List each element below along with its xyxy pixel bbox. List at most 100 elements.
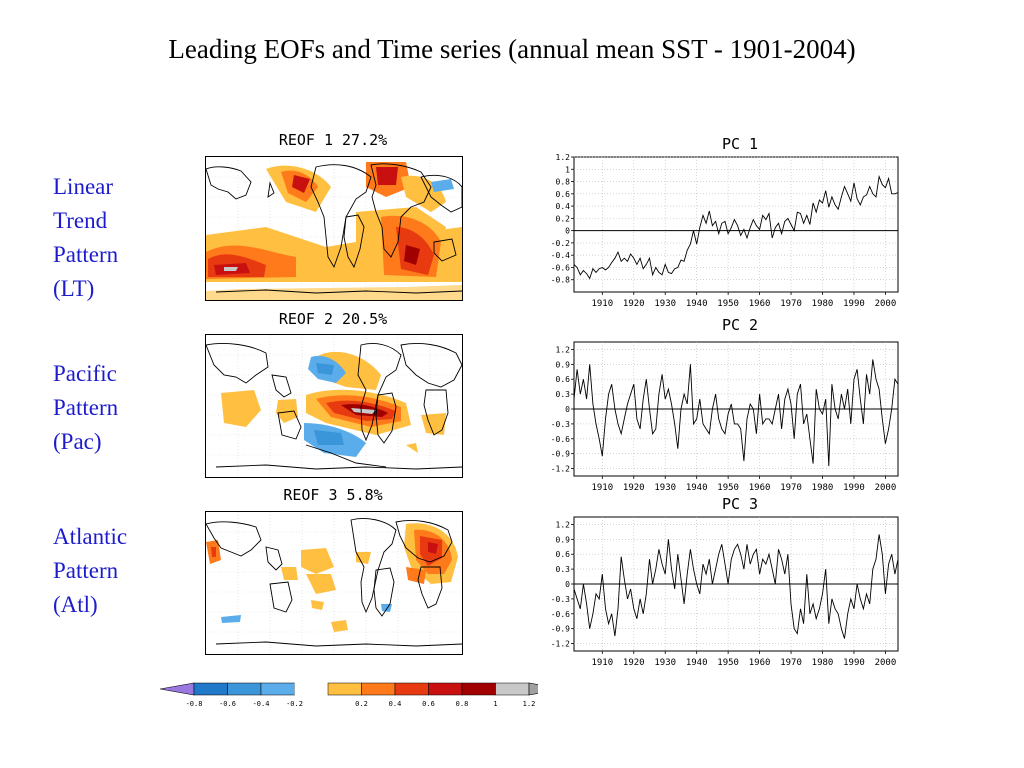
- pc-series-line: [573, 534, 899, 639]
- row-label-line: (Pac): [53, 429, 102, 454]
- map-title-reof1: REOF 1 27.2%: [278, 131, 388, 149]
- tick-label-x: 2000: [875, 658, 897, 668]
- colorbar-segment: [294, 683, 328, 695]
- tick-label-y: -0.4: [551, 251, 570, 260]
- pc-chart-2: 1.2 0.9 0.6 0.3 0 -0.3 -0.6 -0.9 -1.2 1910 1920 193…: [540, 336, 908, 496]
- colorbar-label: -0.2: [286, 700, 303, 708]
- tick-label-x: 1910: [591, 658, 613, 668]
- tick-label-y: 0.3: [556, 565, 571, 574]
- row-label-line: Trend: [53, 208, 108, 233]
- pc-title-3: PC 3: [721, 495, 759, 513]
- tick-label-y: 1: [565, 165, 570, 174]
- colorbar: -0.8 -0.6 -0.4 -0.2 0.2 0.4 0.6 0.8 1 1.2: [158, 680, 564, 715]
- tick-label-x: 1940: [686, 658, 708, 668]
- tick-label-x: 1920: [623, 658, 645, 668]
- tick-label-y: 1.2: [556, 345, 571, 354]
- tick-label-y: -0.9: [551, 450, 570, 459]
- tick-label-y: 0.2: [556, 214, 571, 223]
- tick-label-x: 1950: [717, 299, 739, 309]
- row-label-line: Pattern: [53, 242, 119, 267]
- colorbar-label: 0.6: [422, 700, 435, 708]
- tick-label-x: 1950: [717, 483, 739, 493]
- tick-label-x: 1910: [591, 299, 613, 309]
- row-label-line: Linear: [53, 174, 114, 199]
- plot-frame: [573, 156, 899, 293]
- map-reof1: [205, 156, 463, 301]
- pc-series-line: [573, 174, 899, 280]
- tick-label-y: 1.2: [556, 153, 571, 162]
- tick-label-x: 1930: [654, 299, 676, 309]
- colorbar-segment: [495, 682, 530, 696]
- tick-label-x: 1980: [812, 299, 834, 309]
- pc-series-line: [573, 359, 899, 467]
- pc-title-1: PC 1: [721, 135, 759, 153]
- colorbar-segment: [193, 682, 228, 696]
- row-label-line: Pattern: [53, 558, 119, 583]
- colorbar-label: 0.4: [389, 700, 402, 708]
- pc-chart-1: 1.2 1 0.8 0.6 0.4 0.2 0 -0.2 -0.4 -0.6 -0.8 1910 192…: [540, 152, 908, 314]
- row-label-line: (LT): [53, 276, 95, 301]
- colorbar-segment: [327, 682, 362, 696]
- row-label-line: Pacific: [53, 361, 117, 386]
- colorbar-label: 0.8: [456, 700, 469, 708]
- tick-label-x: 1930: [654, 483, 676, 493]
- colorbar-label: 0.2: [355, 700, 368, 708]
- pc-title-2: PC 2: [721, 316, 759, 334]
- tick-label-y: 0.6: [556, 375, 571, 384]
- tick-label-x: 1920: [623, 483, 645, 493]
- colorbar-label: -0.4: [253, 700, 270, 708]
- tick-label-x: 1950: [717, 658, 739, 668]
- tick-label-x: 1940: [686, 299, 708, 309]
- tick-label-x: 1970: [780, 483, 802, 493]
- tick-label-x: 1980: [812, 658, 834, 668]
- tick-label-y: 0: [565, 405, 570, 414]
- tick-label-x: 1930: [654, 658, 676, 668]
- tick-label-x: 1960: [749, 483, 771, 493]
- colorbar-svg: -0.8 -0.6 -0.4 -0.2 0.2 0.4 0.6 0.8 1 1.2: [159, 682, 564, 708]
- colorbar-arrow-left: [159, 682, 195, 696]
- colorbar-arrow-right: [528, 682, 564, 696]
- tick-label-y: -1.2: [551, 640, 570, 649]
- pc-chart-1-svg: 1.2 1 0.8 0.6 0.4 0.2 0 -0.2 -0.4 -0.6 -0.8 1910 192…: [551, 153, 899, 309]
- tick-label-y: -0.8: [551, 276, 570, 285]
- tick-label-y: 0: [565, 227, 570, 236]
- tick-label-x: 1920: [623, 299, 645, 309]
- tick-label-y: 0.8: [556, 178, 571, 187]
- map-title-reof2: REOF 2 20.5%: [278, 310, 388, 328]
- pc-chart-3-svg: 1.2 0.9 0.6 0.3 0 -0.3 -0.6 -0.9 -1.2 1910 1920 193…: [551, 516, 899, 668]
- tick-label-x: 1910: [591, 483, 613, 493]
- tick-label-x: 1980: [812, 483, 834, 493]
- tick-label-x: 1970: [780, 299, 802, 309]
- tick-label-x: 1960: [749, 299, 771, 309]
- colorbar-label: 1.2: [523, 700, 536, 708]
- tick-label-y: -0.3: [551, 420, 570, 429]
- row-label-pac: Pacific Pattern (Pac): [53, 357, 118, 459]
- row-label-line: (Atl): [53, 592, 98, 617]
- colorbar-label: 1: [493, 700, 497, 708]
- tick-label-x: 1940: [686, 483, 708, 493]
- tick-label-y: 0.4: [556, 202, 571, 211]
- colorbar-label: -0.8: [186, 700, 203, 708]
- slide-title: Leading EOFs and Time series (annual mea…: [168, 34, 856, 64]
- tick-label-y: 0.9: [556, 535, 571, 544]
- tick-label-y: -0.6: [551, 263, 570, 272]
- tick-label-y: -0.9: [551, 625, 570, 634]
- map-reof3: [205, 511, 463, 655]
- row-label-lt: Linear Trend Pattern (LT): [53, 170, 118, 306]
- tick-label-y: 1.2: [556, 520, 571, 529]
- tick-label-x: 1970: [780, 658, 802, 668]
- tick-label-y: 0: [565, 580, 570, 589]
- tick-label-x: 2000: [875, 483, 897, 493]
- colorbar-segment: [394, 682, 429, 696]
- tick-label-x: 1990: [843, 483, 865, 493]
- colorbar-label: -0.6: [219, 700, 236, 708]
- map-reof2: [205, 334, 463, 478]
- map-title-reof3: REOF 3 5.8%: [283, 486, 383, 504]
- tick-label-y: 0.6: [556, 190, 571, 199]
- tick-label-y: 0.3: [556, 390, 571, 399]
- tick-label-y: -0.2: [551, 239, 570, 248]
- row-label-atl: Atlantic Pattern (Atl): [53, 520, 127, 622]
- colorbar-segment: [260, 682, 295, 696]
- colorbar-segment: [361, 682, 396, 696]
- colorbar-segment: [461, 682, 496, 696]
